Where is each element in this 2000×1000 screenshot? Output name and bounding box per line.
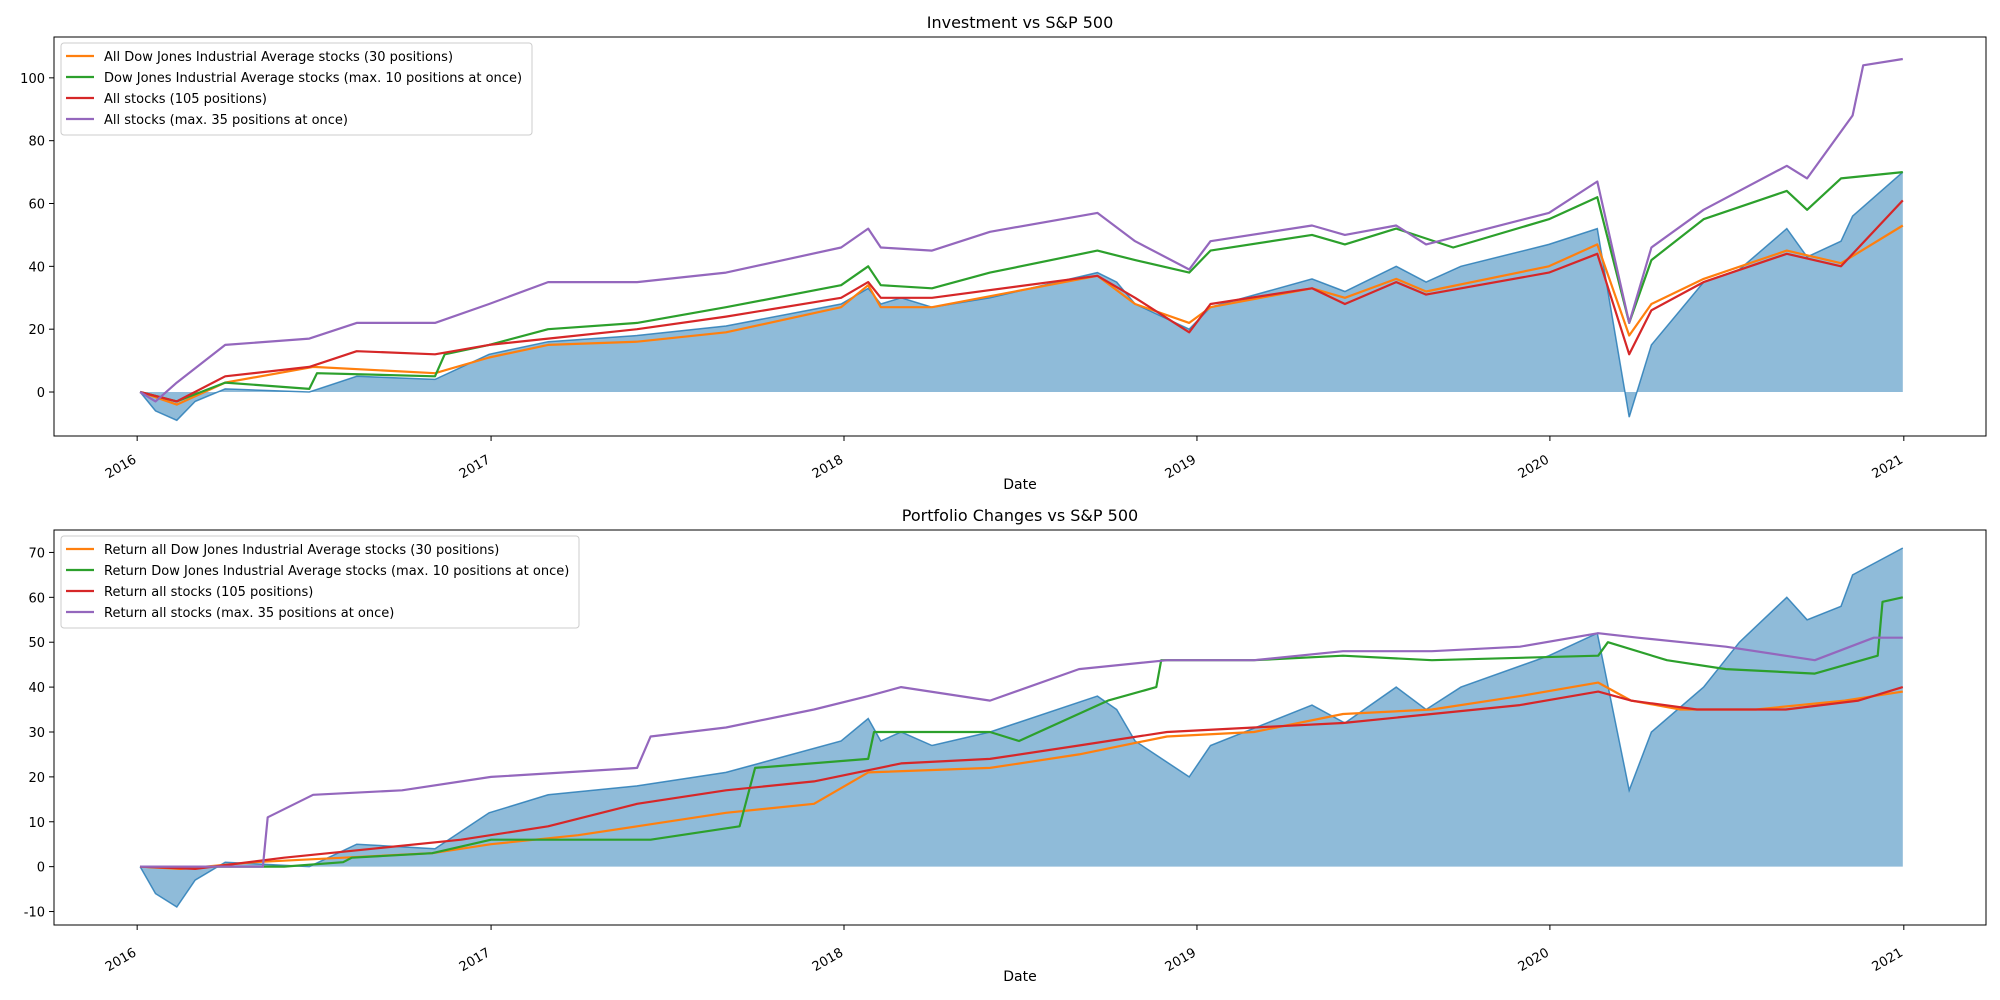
- bottom-chart-legend-label: Return all stocks (max. 35 positions at …: [104, 606, 394, 621]
- bottom-chart-y-tick-label: -10: [24, 906, 45, 921]
- bottom-chart-benchmark-line: [139, 547, 1904, 909]
- bottom-chart-y-tick-label: 0: [37, 861, 45, 876]
- top-chart-series-line-2: [139, 171, 1903, 403]
- bottom-chart-series-line-3: [140, 686, 1904, 870]
- top-chart-y-tick-label: 20: [28, 323, 45, 338]
- bottom-chart-panel: Portfolio Changes vs S&P 500 Date -10 0 10…: [24, 506, 1987, 985]
- top-chart-x-tick-label: 2019: [1163, 452, 1199, 482]
- top-chart-panel: Investment vs S&P 500 Date 0 20 40 60 80 100 2…: [20, 13, 1987, 493]
- top-chart-legend-box: [60, 42, 533, 136]
- bottom-chart-legend-label: Return all stocks (105 positions): [104, 585, 313, 600]
- top-chart-benchmark-line: [139, 171, 1904, 422]
- bottom-chart-series-line-4: [140, 632, 1903, 868]
- top-chart-x-axis-label: Date: [1003, 477, 1036, 493]
- top-chart-y-tick-label: 100: [20, 72, 45, 87]
- top-chart-axes-frame: [53, 36, 1987, 437]
- top-chart-x-tick-label: 2020: [1516, 452, 1552, 482]
- top-chart-y-tick-label: 80: [28, 135, 45, 150]
- bottom-chart-x-axis-label: Date: [1003, 969, 1036, 985]
- top-chart-y-tick-label: 0: [37, 386, 45, 401]
- top-chart-legend-label: All stocks (max. 35 positions at once): [104, 113, 348, 128]
- bottom-chart-legend-label: Return Dow Jones Industrial Average stoc…: [104, 564, 569, 579]
- top-chart-series-line-1: [139, 224, 1904, 406]
- bottom-chart-series-line-2: [140, 596, 1904, 868]
- top-chart-legend-label: Dow Jones Industrial Average stocks (max…: [104, 71, 522, 86]
- top-chart-x-tick-label: 2016: [103, 452, 139, 482]
- top-chart-legend: All Dow Jones Industrial Average stocks …: [60, 42, 533, 136]
- top-chart-legend-label: All stocks (105 positions): [104, 92, 267, 107]
- top-chart-y-tick-label: 60: [28, 198, 45, 213]
- bottom-chart-y-tick-label: 40: [28, 681, 45, 696]
- top-chart-x-tick-label: 2018: [810, 452, 846, 482]
- bottom-chart-y-tick-label: 70: [28, 546, 45, 561]
- top-chart-series-line-3: [139, 199, 1904, 403]
- bottom-chart-axes-frame: [53, 529, 1987, 926]
- top-chart-x-tick-label: 2017: [457, 452, 493, 482]
- top-chart-series-line-4: [139, 57, 1903, 403]
- top-chart-y-tick-label: 40: [28, 260, 45, 275]
- top-chart-benchmark-area: [140, 172, 1903, 421]
- bottom-chart-y-tick-label: 30: [28, 726, 45, 741]
- bottom-chart-x-tick-label: 2018: [810, 945, 846, 975]
- bottom-chart-x-tick-label: 2017: [457, 945, 493, 975]
- top-chart-x-tick-label: 2021: [1870, 452, 1906, 482]
- bottom-chart-legend-box: [60, 535, 580, 629]
- bottom-chart-y-tick-label: 20: [28, 771, 45, 786]
- top-chart-legend-label: All Dow Jones Industrial Average stocks …: [104, 50, 453, 65]
- bottom-chart-title: Portfolio Changes vs S&P 500: [902, 506, 1138, 525]
- bottom-chart-x-tick-label: 2016: [103, 945, 139, 975]
- bottom-chart-x-tick-label: 2020: [1516, 945, 1552, 975]
- bottom-chart-y-tick-label: 60: [28, 591, 45, 606]
- bottom-chart-x-tick-label: 2021: [1870, 945, 1906, 975]
- bottom-chart-legend: Return all Dow Jones Industrial Average …: [60, 535, 580, 629]
- bottom-chart-y-tick-label: 50: [28, 636, 45, 651]
- bottom-chart-legend-label: Return all Dow Jones Industrial Average …: [104, 543, 499, 558]
- bottom-chart-x-tick-label: 2019: [1163, 945, 1199, 975]
- top-chart-plot-area: [139, 57, 1904, 422]
- bottom-chart-plot-area: [139, 547, 1904, 909]
- bottom-chart-y-tick-label: 10: [28, 816, 45, 831]
- top-chart-title: Investment vs S&P 500: [927, 13, 1114, 32]
